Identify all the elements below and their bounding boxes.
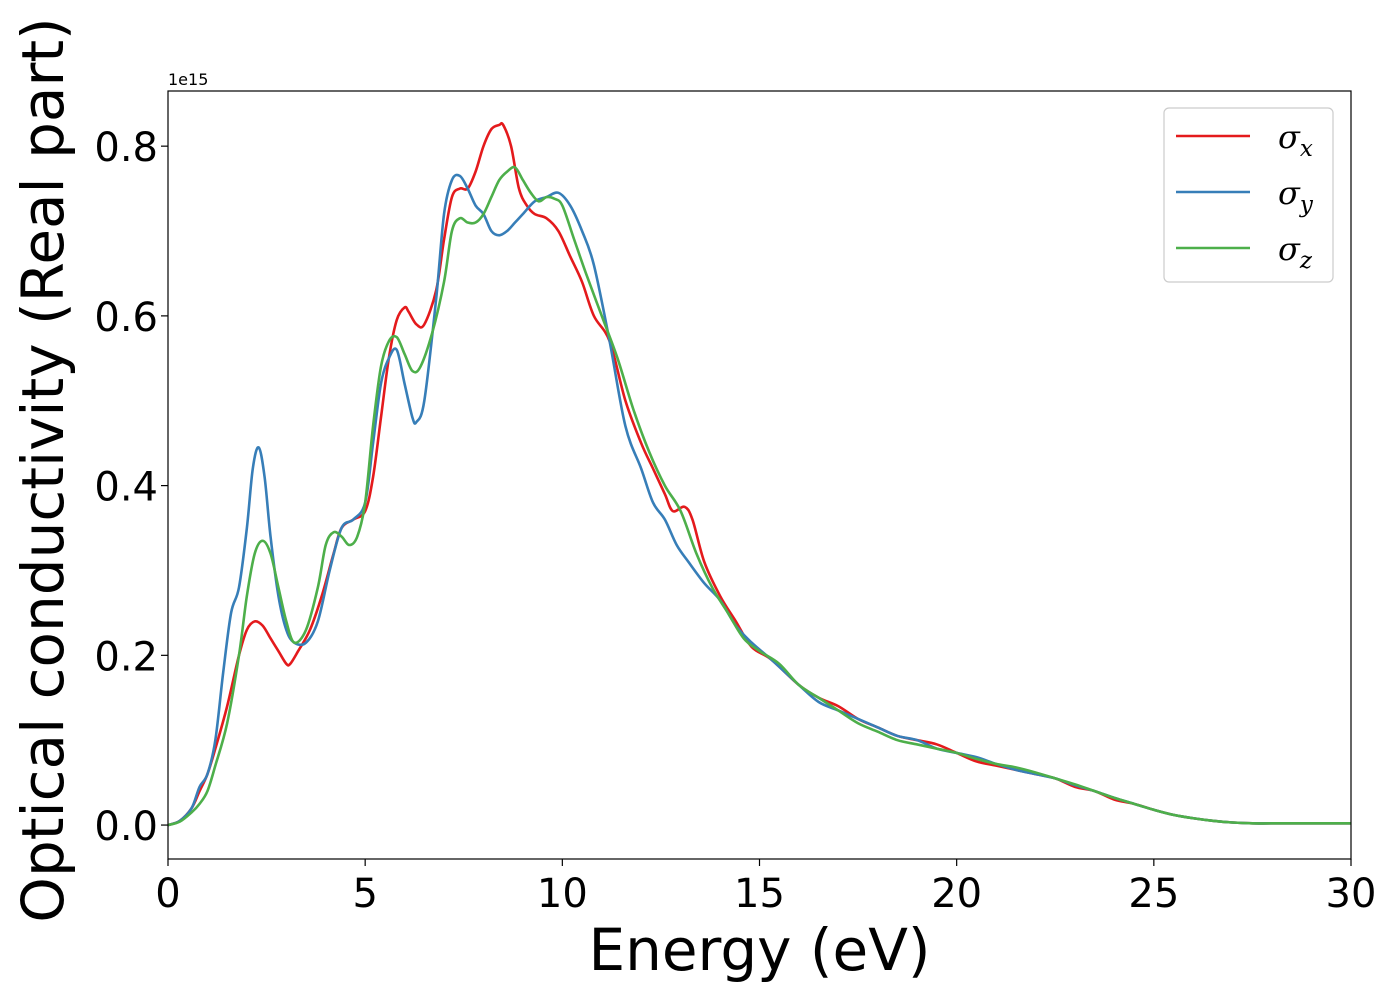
y-tick-label: 0.6 <box>94 295 158 341</box>
x-tick-label: 5 <box>352 871 377 917</box>
legend-label-y: σy <box>1278 174 1314 218</box>
y-tick-label: 0.8 <box>94 125 158 171</box>
x-tick-label: 20 <box>931 871 982 917</box>
x-tick-label: 15 <box>734 871 785 917</box>
y-tick-label: 0.2 <box>94 634 158 680</box>
x-tick-label: 0 <box>155 871 180 917</box>
series-line-z <box>168 165 1351 827</box>
legend-frame <box>1163 107 1334 283</box>
x-tick-label: 25 <box>1128 871 1179 917</box>
series-lines <box>168 121 1351 827</box>
axes: 0 5 10 15 20 25 30 0.0 0.2 0.4 0.6 0.8 <box>94 90 1377 917</box>
x-tick-label: 10 <box>537 871 588 917</box>
series-line-y <box>168 173 1351 827</box>
y-tick-label: 0.4 <box>94 465 158 511</box>
y-axis-label: Optical conductivity (Real part) <box>9 17 77 922</box>
legend: σx σy σz <box>1163 107 1334 283</box>
y-axis-offset-text: 1e15 <box>168 70 208 89</box>
y-tick-label: 0.0 <box>94 804 158 850</box>
plot-area <box>168 121 1351 827</box>
legend-label-z: σz <box>1278 230 1313 274</box>
legend-label-x: σx <box>1278 118 1313 162</box>
x-tick-label: 30 <box>1326 871 1377 917</box>
x-axis-label: Energy (eV) <box>588 916 930 984</box>
